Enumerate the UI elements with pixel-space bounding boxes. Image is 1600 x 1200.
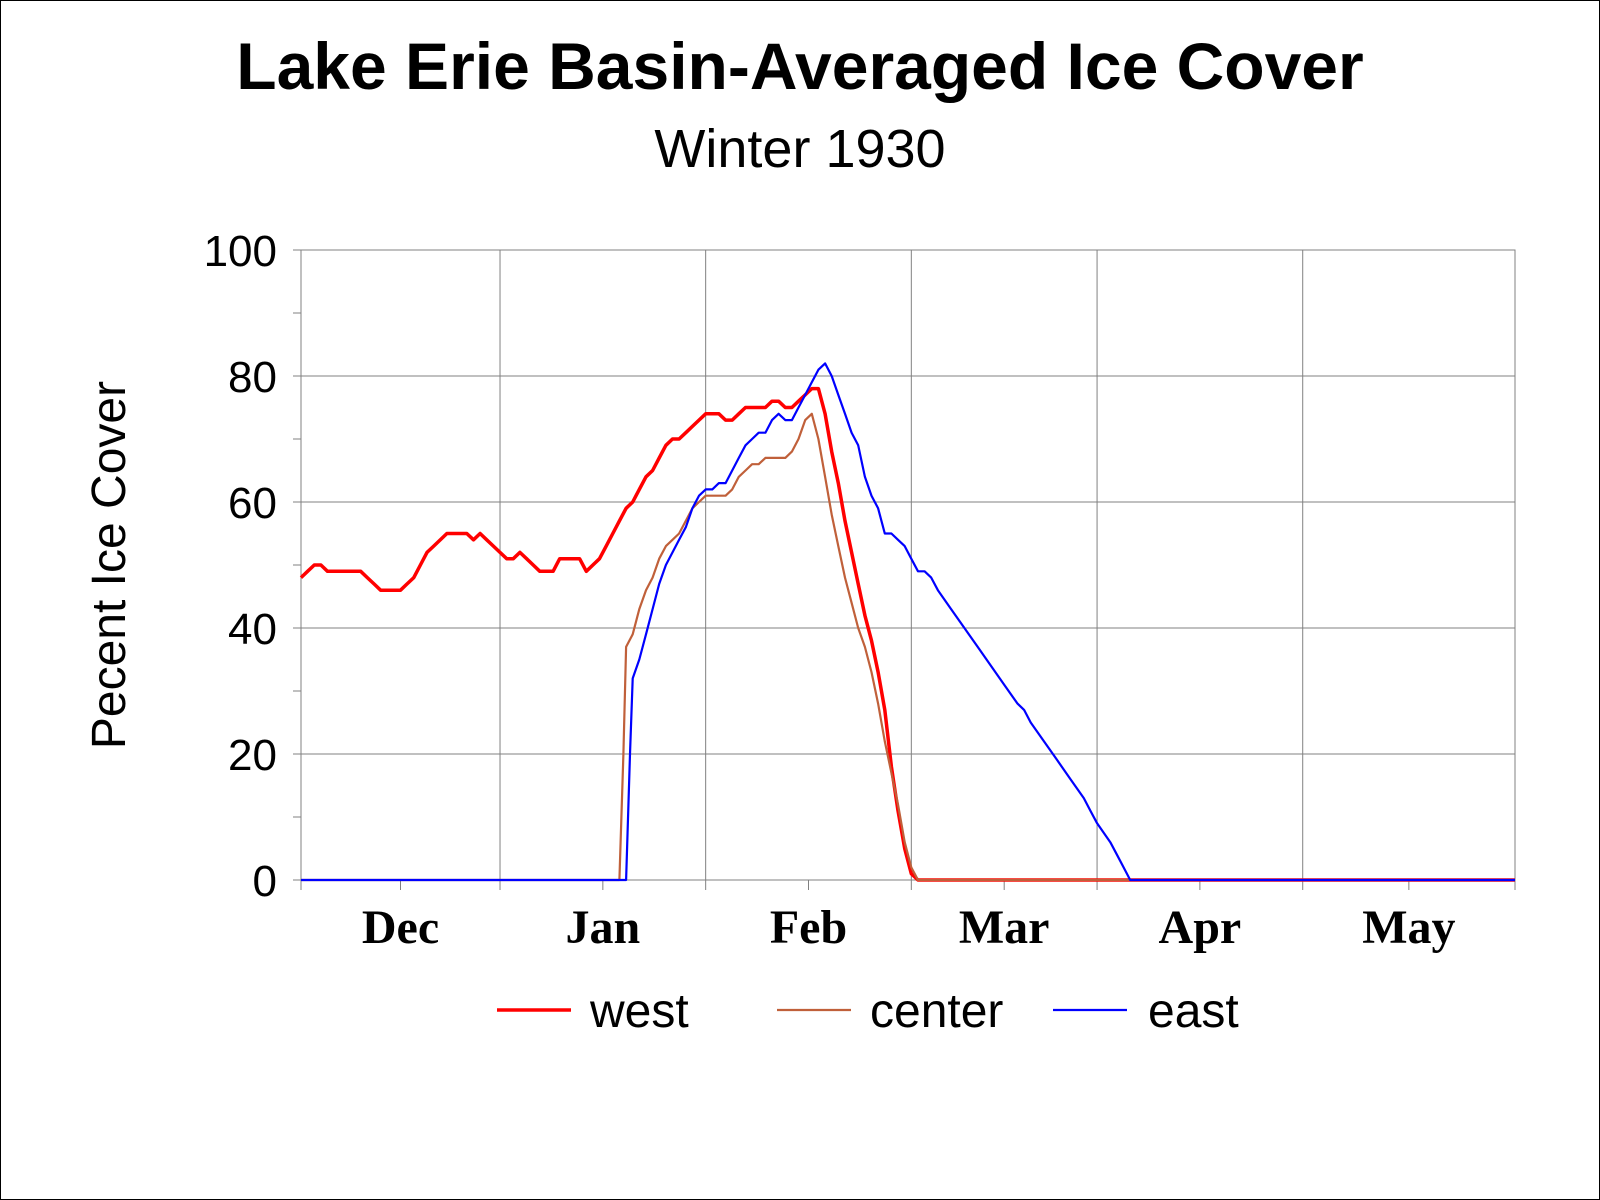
- y-tick-label: 100: [204, 227, 277, 276]
- y-tick-label: 60: [228, 479, 277, 528]
- series-line-center: [301, 412, 1515, 882]
- series-line-west: [299, 386, 1515, 882]
- plot-border: [300, 249, 1516, 881]
- y-axis-label: Pecent Ice Cover: [83, 381, 136, 749]
- series-line-east: [301, 362, 1515, 882]
- chart-subtitle: Winter 1930: [654, 119, 946, 179]
- grid: [300, 249, 1516, 881]
- chart-title: Lake Erie Basin-Averaged Ice Cover: [236, 29, 1364, 103]
- legend: west center east: [497, 985, 1239, 1038]
- x-month-label: Mar: [959, 901, 1050, 954]
- x-month-label: May: [1362, 901, 1455, 954]
- y-tick-label: 80: [228, 353, 277, 402]
- x-month-label: Feb: [770, 901, 847, 954]
- legend-label-center: center: [870, 985, 1003, 1038]
- x-month-label: Jan: [565, 901, 640, 954]
- series-lines: [299, 362, 1515, 882]
- legend-label-east: east: [1148, 985, 1239, 1038]
- y-tick-label: 0: [253, 857, 277, 906]
- y-tick-label: 20: [228, 731, 277, 780]
- legend-label-west: west: [589, 985, 689, 1038]
- x-month-label: Dec: [362, 901, 439, 954]
- y-tick-label: 40: [228, 605, 277, 654]
- axes: [293, 249, 1516, 890]
- x-month-label: Apr: [1159, 901, 1242, 954]
- tick-labels: 0 20 40 60 80 100 Dec Jan Feb Mar Apr May: [204, 227, 1456, 954]
